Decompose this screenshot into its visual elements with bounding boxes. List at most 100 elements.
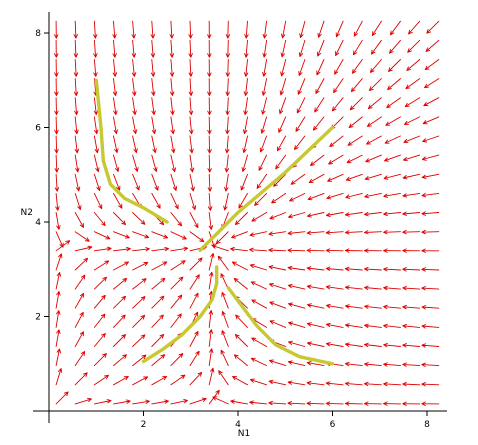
field-arrow — [74, 274, 86, 290]
field-arrow — [325, 322, 344, 328]
field-arrow — [383, 342, 401, 348]
field-arrow — [73, 59, 79, 77]
field-arrow — [288, 302, 306, 309]
field-arrow — [268, 265, 287, 271]
field-arrow — [207, 192, 213, 211]
field-arrow — [132, 173, 140, 191]
field-arrow — [151, 192, 161, 209]
field-arrow — [306, 322, 325, 328]
field-arrow — [251, 299, 268, 309]
field-arrow — [363, 266, 382, 272]
field-arrow — [421, 343, 440, 348]
field-arrow — [306, 230, 325, 235]
field-arrow — [243, 97, 248, 116]
field-arrow — [275, 154, 287, 170]
field-arrow — [310, 154, 325, 166]
field-arrow — [364, 323, 382, 328]
field-arrow — [55, 391, 69, 405]
field-arrow — [287, 248, 306, 253]
field-arrow — [262, 59, 268, 77]
field-arrow — [344, 361, 363, 367]
field-arrow — [364, 304, 382, 309]
field-arrow — [150, 20, 155, 39]
field-arrow — [207, 39, 212, 58]
field-arrow — [73, 20, 78, 39]
axis-ticks: 2 4 6 8 2 4 6 8 — [35, 29, 430, 430]
field-arrow — [93, 374, 109, 386]
field-arrow — [74, 311, 84, 328]
field-arrow — [208, 348, 214, 367]
field-arrow — [279, 97, 287, 115]
field-arrow — [388, 59, 401, 72]
field-arrow — [406, 59, 421, 71]
field-arrow — [350, 78, 363, 93]
field-arrow — [402, 343, 421, 348]
field-arrow — [402, 362, 421, 367]
field-arrow — [306, 303, 325, 309]
field-arrow — [402, 285, 421, 291]
field-arrow — [346, 154, 363, 164]
field-arrow — [54, 116, 59, 135]
field-arrow — [242, 135, 248, 154]
field-arrow — [403, 135, 421, 144]
field-arrow — [74, 135, 80, 154]
field-arrow — [306, 212, 325, 218]
field-arrow — [402, 211, 421, 216]
field-arrow — [421, 324, 440, 329]
field-arrow — [113, 212, 126, 226]
field-arrow — [73, 39, 79, 58]
y-tick-label: 2 — [35, 313, 41, 323]
field-arrow — [306, 341, 325, 347]
field-arrow — [344, 285, 363, 290]
field-arrow — [225, 135, 230, 154]
field-arrow — [132, 314, 146, 328]
field-arrow — [422, 135, 440, 143]
field-arrow — [113, 399, 131, 405]
field-arrow — [344, 323, 363, 328]
field-arrow — [278, 116, 287, 133]
field-arrow — [383, 230, 401, 235]
field-arrow — [54, 97, 59, 116]
field-arrow — [208, 271, 214, 290]
field-arrow — [54, 154, 59, 173]
field-arrow — [74, 116, 79, 135]
field-arrow — [225, 20, 231, 39]
field-arrow — [344, 230, 363, 235]
field-arrow — [74, 154, 80, 173]
field-arrow — [112, 59, 118, 77]
field-arrow — [131, 59, 137, 77]
field-arrow — [364, 285, 382, 291]
field-arrow — [249, 378, 268, 386]
field-arrow — [170, 260, 186, 271]
field-arrow — [151, 354, 166, 367]
field-arrow — [208, 310, 213, 328]
field-arrow — [261, 97, 268, 115]
field-arrow — [132, 212, 146, 225]
field-arrow — [151, 246, 170, 252]
field-arrow — [250, 357, 268, 367]
field-arrow — [74, 245, 93, 252]
field-arrow — [93, 97, 99, 116]
field-arrow — [170, 135, 176, 154]
field-arrow — [55, 291, 61, 309]
field-arrow — [132, 376, 149, 386]
field-arrow — [383, 285, 401, 291]
field-arrow — [55, 231, 64, 248]
field-arrow — [421, 248, 440, 253]
field-arrow — [364, 342, 382, 348]
field-arrow — [113, 173, 121, 191]
field-arrow — [331, 97, 344, 112]
field-arrow — [349, 97, 363, 111]
field-arrow — [151, 333, 165, 347]
field-arrow — [387, 78, 401, 91]
field-arrow — [243, 59, 249, 77]
field-arrow — [386, 97, 401, 109]
field-arrow — [383, 267, 401, 272]
field-arrow — [327, 173, 344, 182]
field-arrow — [113, 295, 127, 309]
field-arrow — [169, 39, 175, 58]
field-arrow — [207, 135, 212, 154]
field-arrow — [344, 304, 363, 309]
field-arrow — [188, 78, 194, 97]
field-arrow — [132, 78, 137, 96]
